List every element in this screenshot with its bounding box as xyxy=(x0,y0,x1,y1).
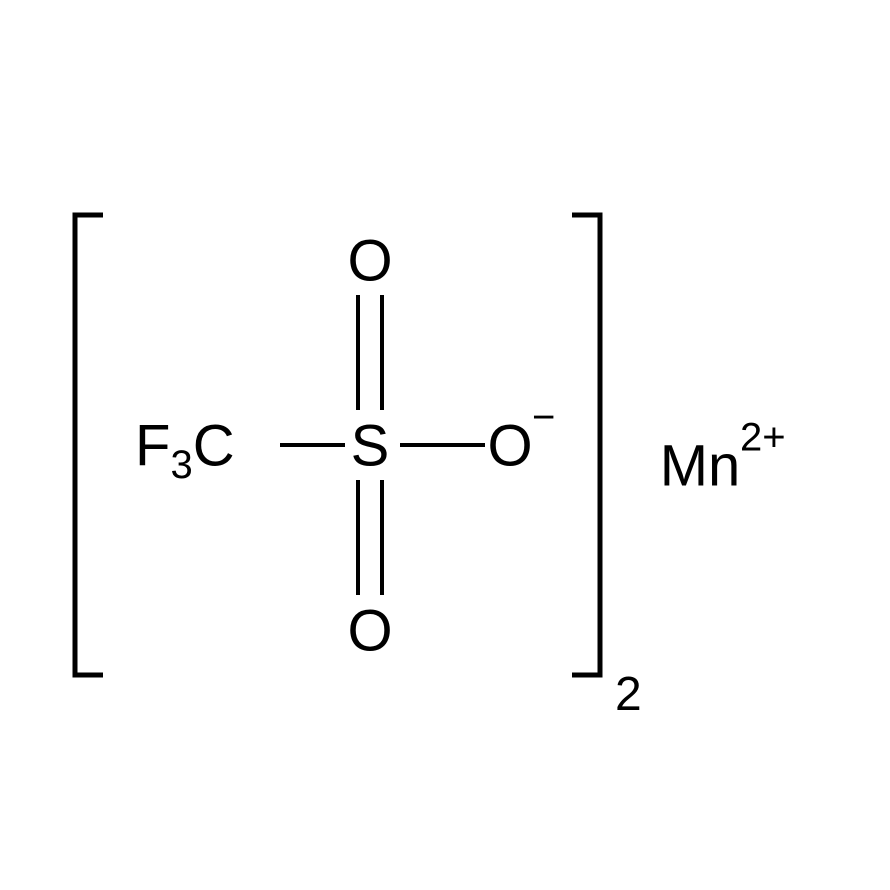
chemical-structure-diagram: 2OOSO−F3CMn2+ xyxy=(0,0,890,890)
atom-o-bottom: O xyxy=(347,598,392,663)
atom-mn: Mn xyxy=(660,433,741,498)
atom-mn-charge: 2+ xyxy=(740,416,786,460)
atom-o-right-charge: − xyxy=(532,396,555,440)
atom-o-right: O xyxy=(487,413,532,478)
bracket-subscript: 2 xyxy=(615,668,642,721)
atom-s: S xyxy=(351,413,390,478)
atom-o-top: O xyxy=(347,228,392,293)
